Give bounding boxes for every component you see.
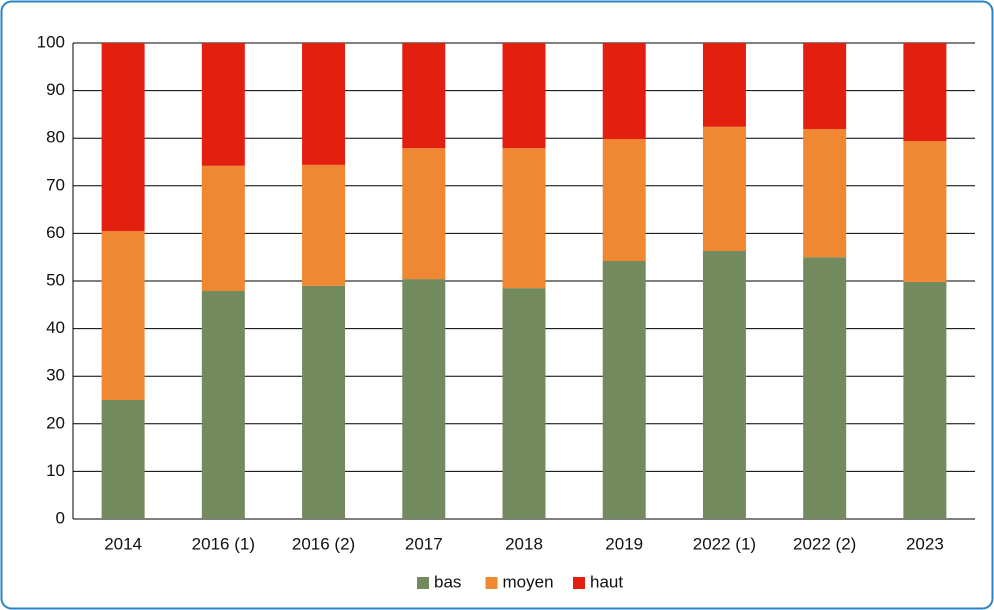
y-tick-label: 10 <box>46 461 65 480</box>
y-tick-label: 70 <box>46 175 65 194</box>
bar-segment <box>302 164 346 286</box>
y-tick-label: 50 <box>46 270 65 289</box>
bar-segment <box>803 257 847 519</box>
x-tick-label: 2016 (2) <box>292 534 355 553</box>
bar-segment <box>502 288 546 519</box>
bar-segment <box>803 129 847 258</box>
bar-segment <box>201 43 245 166</box>
bar-segment <box>502 148 546 289</box>
bar-segment <box>402 43 446 149</box>
bar-segment <box>302 43 346 165</box>
bar-segment <box>201 165 245 291</box>
legend-label: moyen <box>503 572 554 591</box>
legend-swatch <box>485 577 498 589</box>
y-tick-label: 90 <box>46 80 65 99</box>
y-tick-label: 20 <box>46 413 65 432</box>
bar-segment <box>903 141 947 282</box>
bar-segment <box>602 261 646 519</box>
bar-segment <box>702 126 746 252</box>
bar-segment <box>101 400 145 519</box>
bar-segment <box>702 43 746 127</box>
bar-segment <box>702 251 746 519</box>
legend-swatch <box>417 577 429 589</box>
x-tick-label: 2018 <box>505 534 543 553</box>
bar-segment <box>903 281 947 519</box>
x-tick-label: 2022 (1) <box>693 534 756 553</box>
y-tick-label: 80 <box>46 128 65 147</box>
bar-segment <box>201 290 245 519</box>
bar-segment <box>101 231 145 400</box>
legend-swatch <box>573 577 585 589</box>
bar-segment <box>903 43 947 142</box>
legend-label: haut <box>590 572 623 591</box>
bar-segment <box>502 43 546 149</box>
y-tick-label: 30 <box>46 366 65 385</box>
bar-segment <box>602 139 646 262</box>
x-tick-label: 2023 <box>906 534 944 553</box>
bar-segment <box>101 43 145 232</box>
bar-segment <box>302 285 346 519</box>
y-tick-label: 100 <box>37 32 65 51</box>
x-tick-label: 2022 (2) <box>793 534 856 553</box>
x-tick-label: 2014 <box>104 534 142 553</box>
y-tick-label: 60 <box>46 223 65 242</box>
y-tick-label: 0 <box>56 508 65 527</box>
x-tick-label: 2019 <box>605 534 643 553</box>
x-tick-label: 2017 <box>405 534 443 553</box>
y-tick-label: 40 <box>46 318 65 337</box>
bar-segment <box>602 43 646 140</box>
bar-segment <box>402 148 446 280</box>
legend-label: bas <box>434 572 461 591</box>
bar-segment <box>402 279 446 519</box>
bar-segment <box>803 43 847 130</box>
x-tick-label: 2016 (1) <box>192 534 255 553</box>
